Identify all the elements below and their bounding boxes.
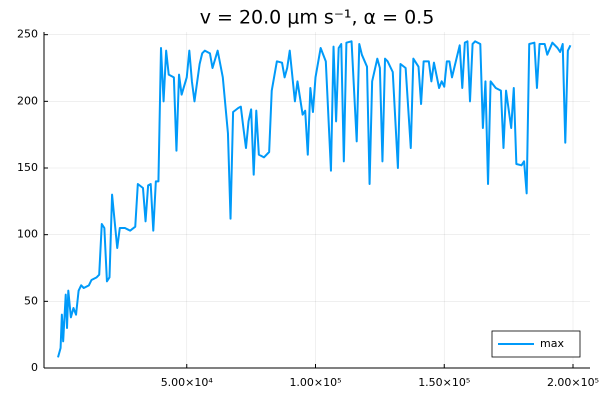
x-tick-label: 2.00×10⁵: [547, 376, 599, 389]
y-tick-label: 50: [24, 294, 38, 307]
legend-label: max: [540, 337, 564, 350]
chart-title: v = 20.0 μm s⁻¹, α = 0.5: [200, 7, 435, 29]
line: [57, 40, 572, 358]
x-tick-label: 1.00×10⁵: [289, 376, 341, 389]
y-tick-label: 0: [31, 361, 38, 374]
y-tick-label: 100: [17, 228, 38, 241]
x-tick-label: 1.50×10⁵: [418, 376, 470, 389]
x-tick-label: 5.00×10⁴: [161, 376, 214, 389]
y-tick-label: 250: [17, 28, 38, 41]
y-tick-label: 200: [17, 94, 38, 107]
y-tick-label: 150: [17, 161, 38, 174]
